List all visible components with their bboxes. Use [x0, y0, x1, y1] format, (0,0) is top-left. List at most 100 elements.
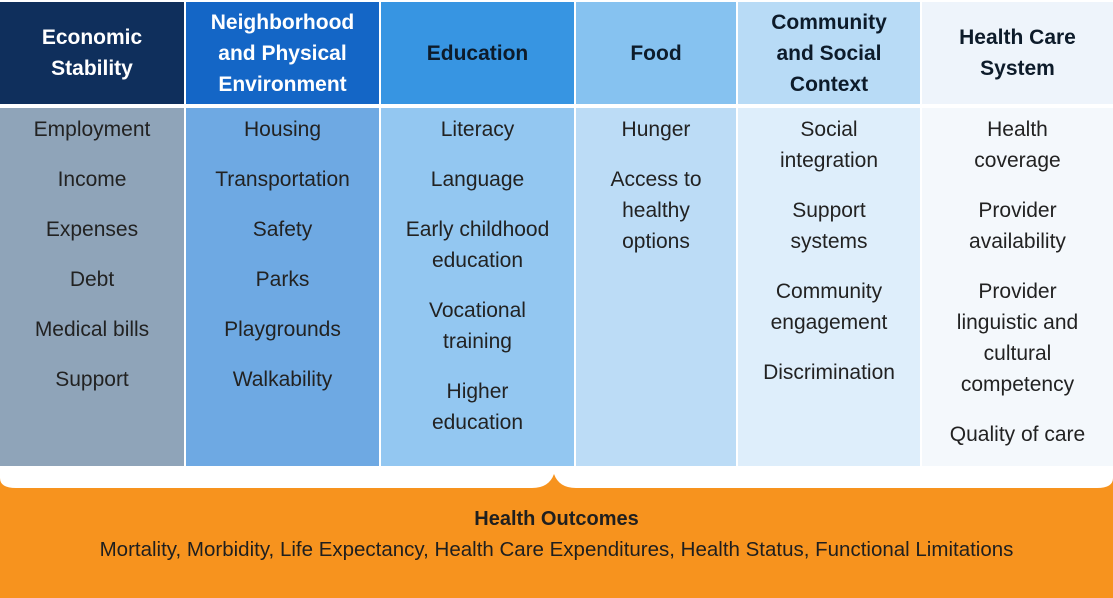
- list-item: Provider availability: [963, 195, 1072, 257]
- item-line: engagement: [770, 311, 888, 334]
- header-line: Stability: [51, 57, 133, 80]
- item-line: Community: [775, 280, 883, 303]
- column-header: Community and Social Context: [738, 2, 920, 104]
- item-line: Housing: [243, 118, 322, 141]
- item-line: Access to: [610, 168, 702, 191]
- list-item: Language: [425, 164, 530, 195]
- item-line: Safety: [252, 218, 313, 241]
- column-body: Health coverage Provider availability Pr…: [922, 108, 1113, 466]
- item-line: Walkability: [232, 368, 333, 391]
- column-header: Health Care System: [922, 2, 1113, 104]
- item-line: options: [622, 230, 690, 253]
- item-line: systems: [790, 230, 868, 253]
- item-line: Playgrounds: [224, 318, 341, 341]
- item-line: Higher: [446, 380, 509, 403]
- item-line: Vocational: [429, 299, 526, 322]
- outcomes-list: Mortality, Morbidity, Life Expectancy, H…: [99, 538, 1014, 561]
- column-economic-stability: Economic Stability Employment Income Exp…: [0, 0, 184, 468]
- item-line: Discrimination: [763, 361, 895, 384]
- outcomes-title: Health Outcomes: [474, 508, 639, 530]
- list-item: Walkability: [227, 364, 339, 395]
- header-line: Context: [789, 72, 869, 96]
- item-line: Parks: [255, 268, 310, 291]
- item-line: cultural: [983, 342, 1052, 365]
- item-line: Early childhood: [405, 218, 550, 241]
- item-line: Support: [55, 368, 129, 391]
- item-line: availability: [969, 230, 1066, 253]
- header-line: and Social: [776, 41, 882, 65]
- header-line: Health Care: [959, 26, 1076, 49]
- column-food: Food Hunger Access to healthy options: [576, 0, 736, 468]
- item-line: Income: [57, 168, 127, 191]
- item-line: training: [443, 330, 512, 353]
- list-item: Provider linguistic and cultural compete…: [951, 276, 1084, 400]
- list-item: Playgrounds: [218, 314, 347, 345]
- list-item: Access to healthy options: [604, 164, 707, 257]
- list-item: Debt: [64, 264, 120, 295]
- list-item: Quality of care: [944, 419, 1091, 450]
- column-header: Economic Stability: [0, 2, 184, 104]
- list-item: Higher education: [426, 376, 529, 438]
- list-item: Literacy: [435, 114, 521, 145]
- column-body: Housing Transportation Safety Parks Play…: [186, 108, 379, 466]
- column-education: Education Literacy Language Early childh…: [381, 0, 574, 468]
- item-line: Expenses: [45, 218, 139, 241]
- column-header: Food: [576, 2, 736, 104]
- item-line: competency: [960, 373, 1075, 396]
- column-header: Education: [381, 2, 574, 104]
- item-line: Hunger: [621, 118, 691, 141]
- column-body: Hunger Access to healthy options: [576, 108, 736, 466]
- list-item: Housing: [238, 114, 327, 145]
- health-outcomes-banner: [0, 472, 1113, 598]
- column-body: Literacy Language Early childhood educat…: [381, 108, 574, 466]
- item-line: Literacy: [440, 118, 515, 141]
- item-line: Support: [792, 199, 866, 222]
- list-item: Income: [52, 164, 133, 195]
- list-item: Support: [49, 364, 135, 395]
- header-text: Health Care System: [959, 22, 1076, 84]
- list-item: Safety: [247, 214, 319, 245]
- determinants-table: Economic Stability Employment Income Exp…: [0, 0, 1113, 468]
- column-body: Employment Income Expenses Debt Medical …: [0, 108, 184, 466]
- list-item: Employment: [28, 114, 157, 145]
- list-item: Medical bills: [29, 314, 155, 345]
- header-text: Community and Social Context: [771, 7, 887, 100]
- list-item: Community engagement: [765, 276, 894, 338]
- item-line: Debt: [69, 268, 115, 291]
- item-line: Provider: [978, 199, 1057, 222]
- header-text: Economic Stability: [42, 22, 142, 84]
- column-neighborhood-environment: Neighborhood and Physical Environment Ho…: [186, 0, 379, 468]
- item-line: Employment: [33, 118, 151, 141]
- item-line: Provider: [978, 280, 1057, 303]
- header-text: Education: [427, 38, 529, 69]
- item-line: Quality of care: [949, 423, 1086, 446]
- item-line: education: [431, 249, 524, 272]
- column-community-social: Community and Social Context Social inte…: [738, 0, 920, 468]
- header-line: Environment: [218, 72, 347, 96]
- list-item: Support systems: [784, 195, 873, 257]
- item-line: integration: [779, 149, 879, 172]
- header-line: Education: [426, 41, 529, 65]
- item-line: Social: [800, 118, 858, 141]
- item-line: Transportation: [215, 168, 350, 191]
- header-text: Food: [630, 38, 681, 69]
- list-item: Transportation: [209, 164, 356, 195]
- item-line: coverage: [974, 149, 1061, 172]
- list-item: Vocational training: [423, 295, 532, 357]
- header-line: System: [980, 57, 1055, 80]
- header-line: Food: [630, 41, 682, 65]
- list-item: Discrimination: [757, 357, 901, 388]
- header-line: Neighborhood: [210, 10, 355, 34]
- header-line: Community: [771, 10, 887, 34]
- list-item: Hunger: [616, 114, 697, 145]
- header-line: and Physical: [218, 41, 347, 65]
- outcome-brace-shape: [0, 474, 1113, 598]
- column-body: Social integration Support systems Commu…: [738, 108, 920, 466]
- list-item: Social integration: [774, 114, 884, 176]
- item-line: healthy: [622, 199, 690, 222]
- header-text: Neighborhood and Physical Environment: [211, 7, 354, 100]
- item-line: Medical bills: [34, 318, 150, 341]
- list-item: Expenses: [40, 214, 144, 245]
- list-item: Health coverage: [968, 114, 1066, 176]
- item-line: education: [431, 411, 524, 434]
